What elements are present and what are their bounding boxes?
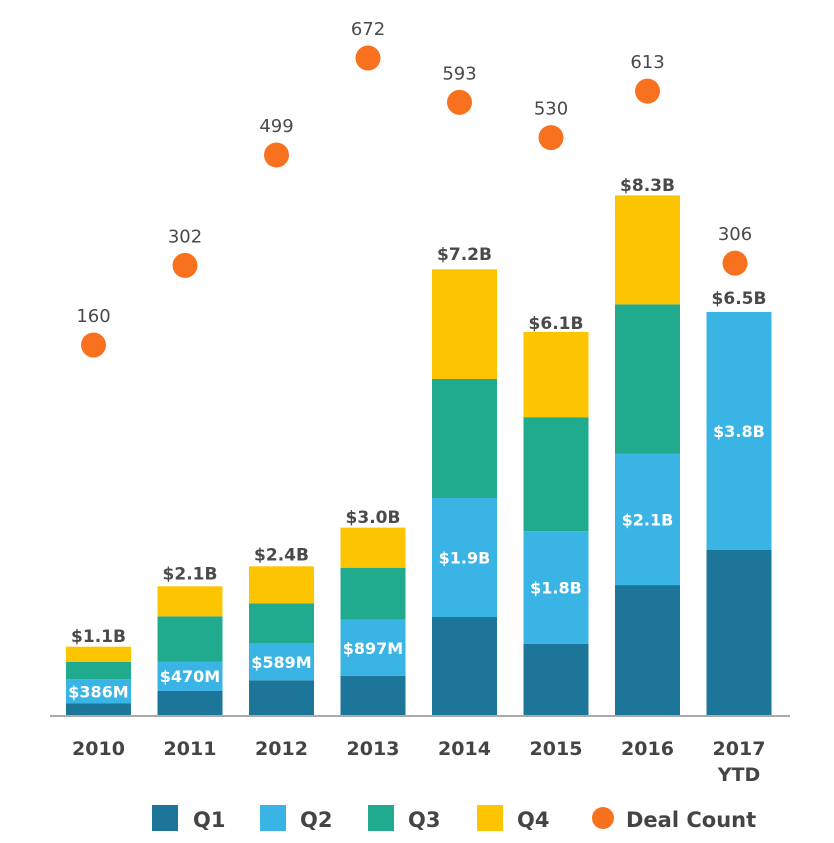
q2-value-label: $3.8B	[713, 422, 765, 441]
q2-value-label: $386M	[68, 682, 128, 701]
deal-count-point	[447, 89, 472, 115]
bar-segment-q3-2012	[249, 603, 314, 644]
q2-value-label: $2.1B	[622, 510, 674, 529]
deal-count-label: 530	[534, 99, 568, 120]
deal-count-point	[81, 332, 106, 358]
deal-count-label: 306	[718, 224, 752, 245]
bar-segment-q1-2017-ytd	[706, 549, 772, 716]
deal-count-point	[722, 250, 748, 276]
total-label: $2.4B	[254, 546, 309, 566]
bar-segment-q1-2014	[432, 617, 497, 716]
total-label: $6.1B	[529, 314, 584, 334]
legend-label-q1: Q1	[193, 808, 225, 832]
legend-swatch-q3	[368, 805, 394, 831]
bar-segment-q3-2016	[615, 304, 680, 454]
x-tick-label: 2014	[438, 738, 491, 760]
q2-value-label: $470M	[160, 667, 220, 686]
deal-count-label: 593	[442, 63, 476, 84]
x-tick-label: 2015	[530, 738, 583, 760]
bar-segment-q1-2012	[249, 680, 314, 716]
total-label: $6.5B	[712, 289, 767, 309]
legend-label-deal-count: Deal Count	[626, 808, 756, 832]
bar-segment-q4-2010	[66, 646, 131, 662]
bar-segment-q4-2014	[432, 269, 497, 379]
bar-segment-q1-2013	[340, 675, 406, 716]
total-label: $3.0B	[346, 508, 401, 528]
bar-segment-q3-2014	[432, 378, 497, 498]
bar-segment-q4-2016	[615, 195, 680, 305]
deal-count-label: 160	[76, 306, 110, 327]
deal-count-point	[538, 125, 564, 151]
total-label: $1.1B	[71, 627, 126, 647]
bar-segment-q2-2016	[615, 453, 680, 586]
bar-segment-q4-2013	[340, 527, 406, 568]
x-tick-label: 2013	[347, 738, 400, 760]
deal-count-label: 613	[630, 52, 664, 73]
legend-label-q4: Q4	[517, 808, 549, 832]
q2-value-label: $897M	[343, 639, 403, 658]
bar-segment-q1-2010	[66, 703, 131, 716]
bar-segment-q1-2016	[615, 585, 680, 716]
bar-segment-q2-2010	[66, 679, 131, 704]
bar-segment-q3-2011	[157, 616, 223, 662]
x-tick-label: 2010	[72, 738, 125, 760]
q2-value-label: $1.8B	[530, 579, 582, 598]
x-tick-label: 2012	[255, 738, 308, 760]
q2-value-label: $1.9B	[439, 548, 491, 567]
x-tick-label: 2011	[164, 738, 217, 760]
legend-label-q3: Q3	[408, 808, 440, 832]
bar-segment-q3-2013	[340, 567, 406, 620]
deal-count-point	[172, 252, 198, 278]
deal-count-point	[264, 142, 289, 168]
q2-value-label: $589M	[251, 653, 311, 672]
bar-segment-q2-2011	[157, 661, 223, 691]
bar-segment-q1-2015	[523, 643, 589, 716]
bar-segment-q2-2013	[340, 619, 406, 676]
legend-label-q2: Q2	[300, 808, 332, 832]
legend-swatch-q1	[152, 805, 178, 831]
deal-count-label: 499	[259, 116, 293, 137]
bar-segment-q2-2014	[432, 497, 497, 618]
deal-count-point	[635, 78, 660, 104]
bar-segment-q4-2015	[523, 331, 589, 418]
x-tick-label: YTD	[717, 764, 761, 786]
total-label: $7.2B	[437, 245, 492, 265]
deal-count-point	[355, 45, 381, 71]
bar-segment-q2-2017-ytd	[706, 311, 772, 550]
total-label: $2.1B	[163, 564, 218, 584]
x-tick-label: 2016	[621, 738, 674, 760]
legend-swatch-q2	[260, 805, 286, 831]
bar-segment-q2-2012	[249, 643, 314, 681]
legend-swatch-q4	[477, 805, 503, 831]
deal-count-label: 672	[351, 19, 385, 40]
bar-segment-q2-2015	[523, 531, 589, 644]
bar-segment-q3-2010	[66, 661, 131, 680]
total-label: $8.3B	[620, 176, 675, 196]
deal-count-label: 302	[168, 226, 202, 247]
bar-segment-q4-2012	[249, 566, 314, 604]
x-tick-label: 2017	[713, 738, 766, 760]
legend-marker-deal-count	[592, 807, 614, 829]
bar-segment-q3-2015	[523, 417, 589, 532]
bar-segment-q1-2011	[157, 690, 223, 716]
bar-segment-q4-2011	[157, 586, 223, 617]
